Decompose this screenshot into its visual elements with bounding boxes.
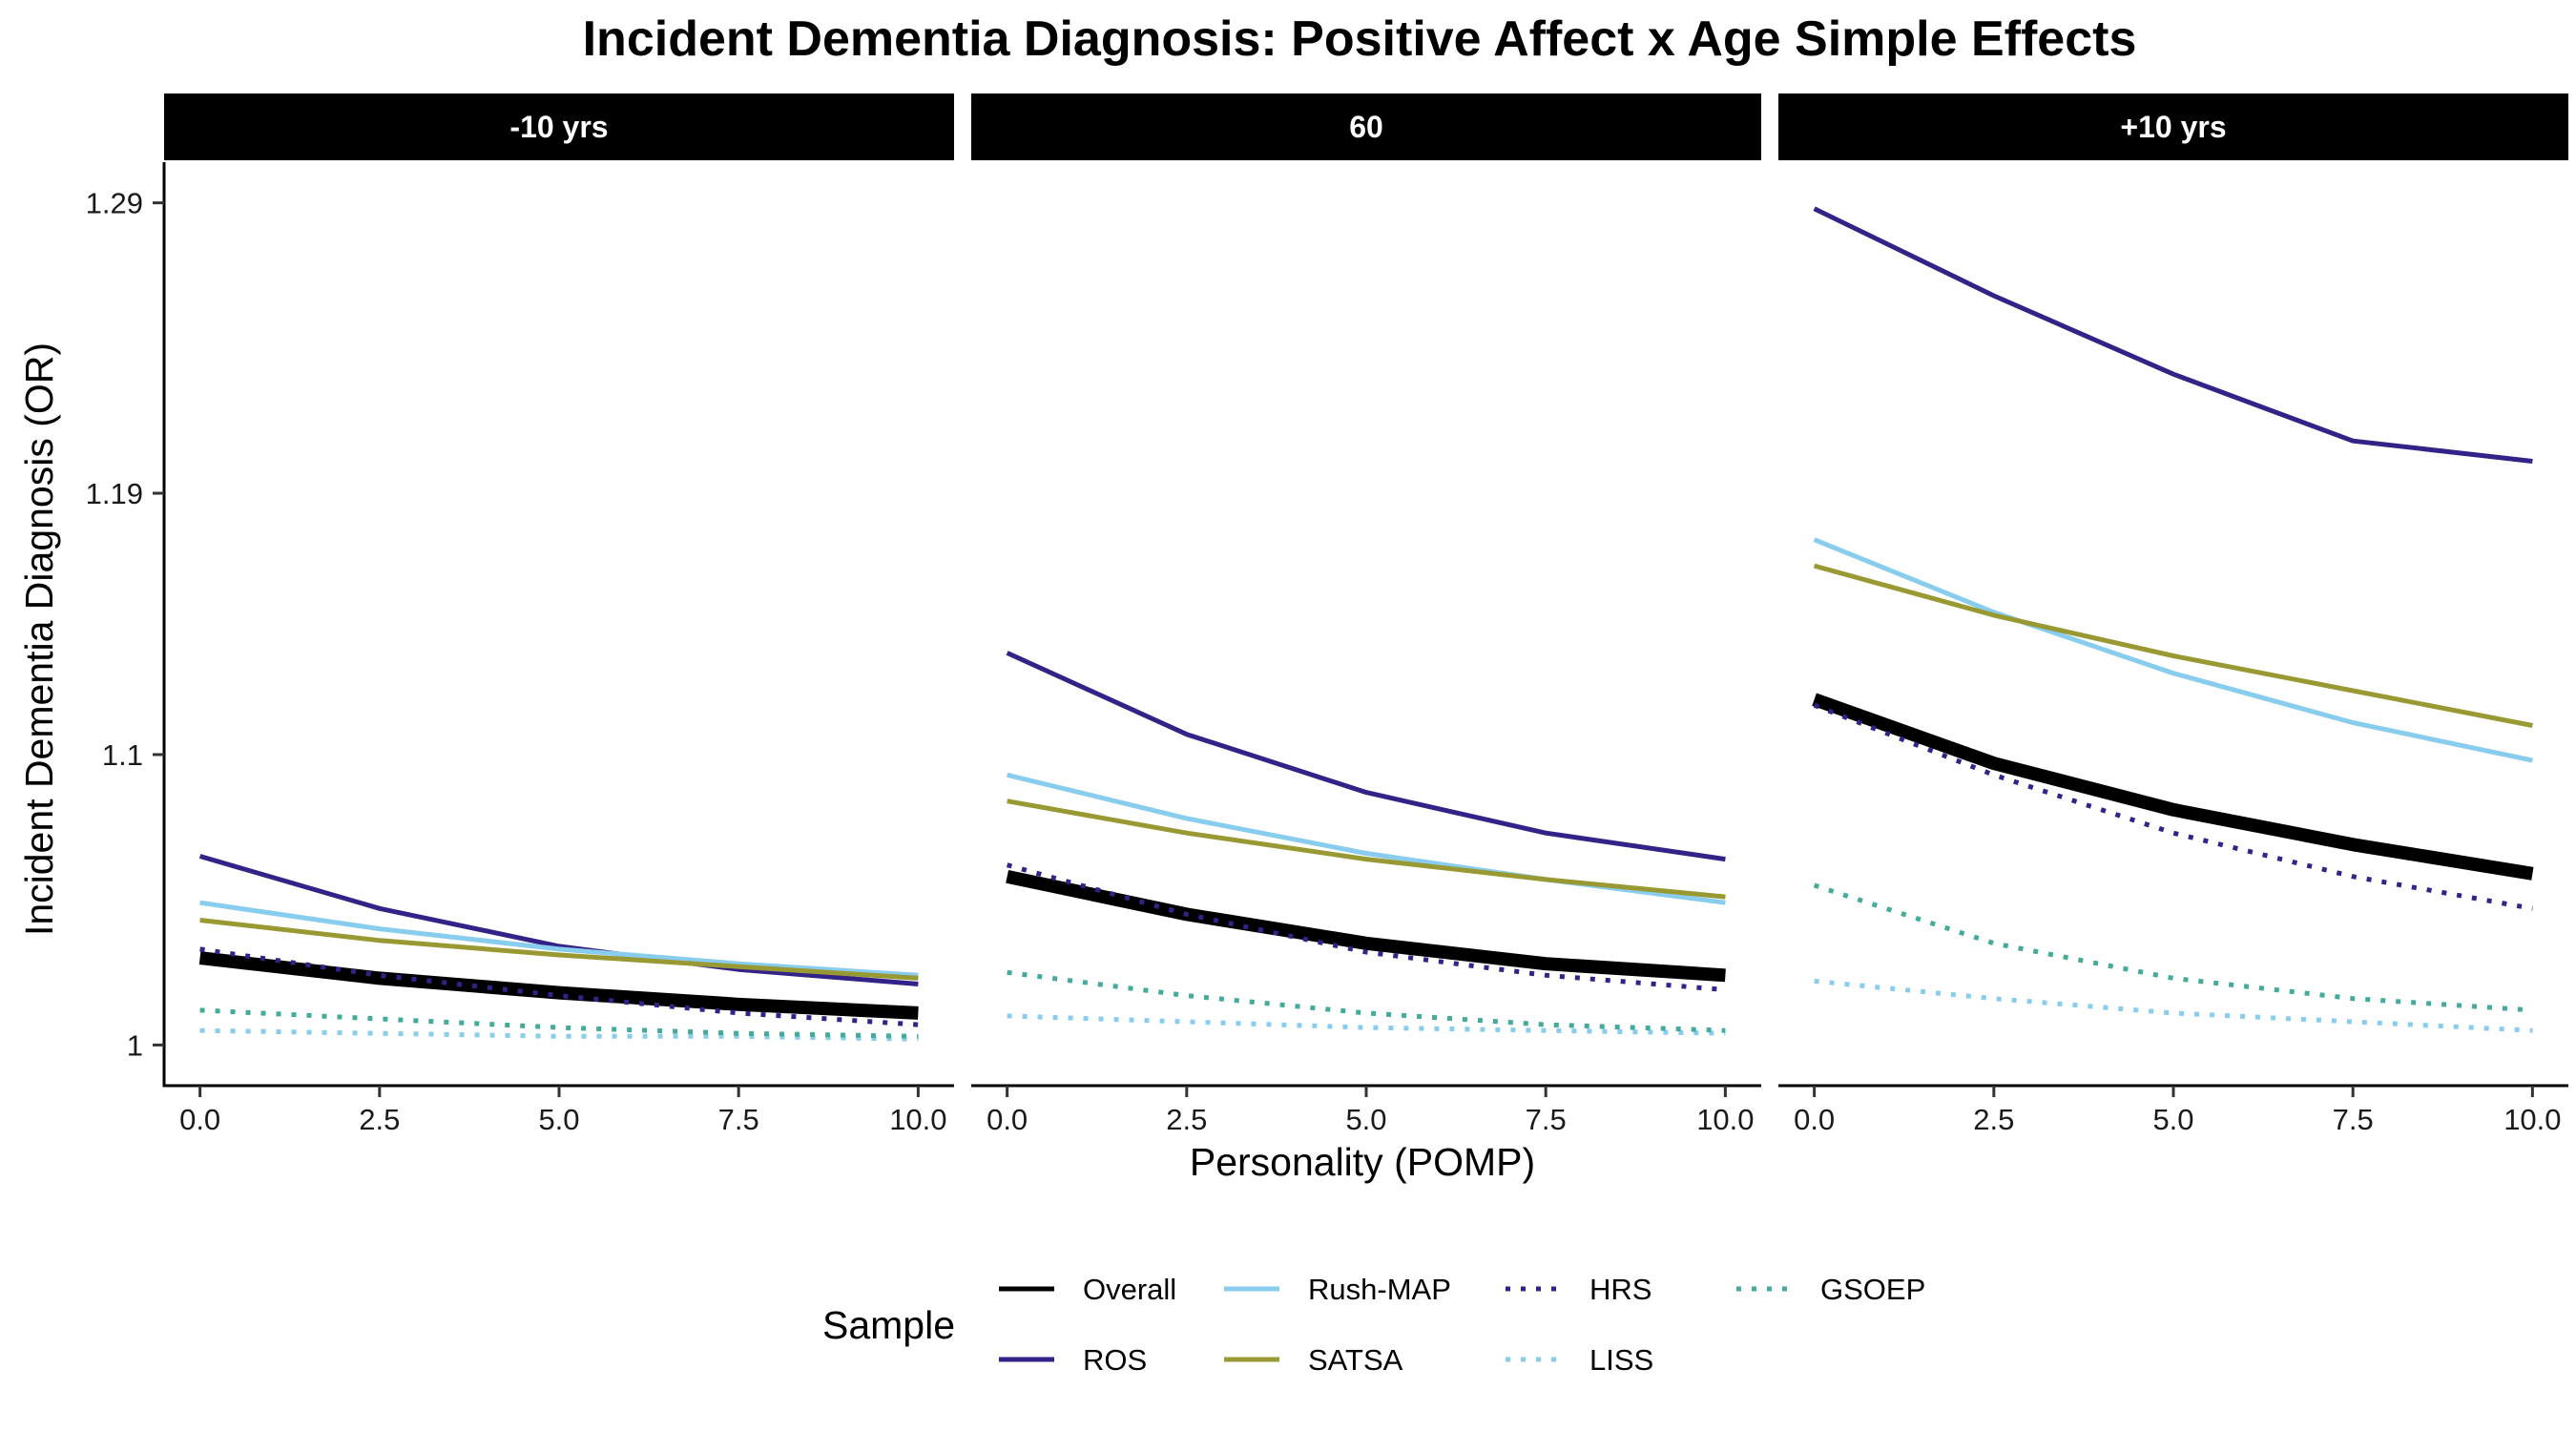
facet-strip-label: 60 — [1349, 110, 1383, 144]
legend-item-ros: ROS — [999, 1343, 1147, 1377]
legend-title: Sample — [822, 1303, 955, 1347]
series-line-liss — [199, 1027, 919, 1042]
x-tick-label: 7.5 — [718, 1103, 759, 1136]
x-tick-label: 7.5 — [1526, 1103, 1567, 1136]
series-line-overall — [1006, 869, 1726, 983]
x-tick-label: 10.0 — [2503, 1103, 2561, 1136]
series-line-rush-map — [1813, 537, 2533, 763]
legend-label: Rush-MAP — [1308, 1273, 1451, 1306]
facet-strip-label: -10 yrs — [509, 110, 608, 144]
panel-10-yrs: +10 yrs 0.0 2.5 5.0 7.5 10.0 — [1778, 93, 2568, 1136]
y-tick-label: 1 — [127, 1028, 143, 1062]
legend-item-overall: Overall — [999, 1273, 1176, 1306]
x-tick-label: 7.5 — [2333, 1103, 2374, 1136]
legend-label: SATSA — [1308, 1343, 1403, 1377]
series-line-ros — [1813, 206, 2533, 464]
facet-panels: -10 yrs 1 1.1 1.19 1.29 0.0 2.5 5.0 7.5 10.0 60 0.0… — [86, 93, 2568, 1136]
panel-10-yrs: -10 yrs 1 1.1 1.19 1.29 0.0 2.5 5.0 7.5 10.0 — [86, 93, 954, 1136]
x-tick-label: 2.5 — [1166, 1103, 1207, 1136]
series-line-gsoep — [1007, 969, 1726, 1033]
series-line-satsa — [199, 918, 919, 981]
chart-title: Incident Dementia Diagnosis: Positive Af… — [583, 11, 2137, 67]
series-line-overall — [198, 951, 919, 1020]
x-tick-label: 10.0 — [889, 1103, 946, 1136]
series-line-hrs — [1006, 862, 1726, 992]
legend-label: Overall — [1083, 1273, 1176, 1306]
series-line-gsoep — [1813, 882, 2533, 1013]
legend-item-liss: LISS — [1506, 1343, 1653, 1377]
y-tick-label: 1.19 — [86, 477, 143, 510]
legend-label: GSOEP — [1820, 1273, 1925, 1306]
y-tick-label: 1.1 — [102, 738, 143, 772]
legend-item-hrs: HRS — [1506, 1273, 1652, 1306]
series-line-ros — [1006, 651, 1726, 862]
series-line-gsoep — [199, 1007, 919, 1039]
facet-strip-label: +10 yrs — [2120, 110, 2226, 144]
x-tick-label: 0.0 — [179, 1103, 220, 1136]
x-tick-label: 0.0 — [1794, 1103, 1835, 1136]
legend: Sample Overall ROS Rush-MAP SATSA HRS LISS GSOE… — [822, 1273, 1925, 1377]
legend-item-rush-map: Rush-MAP — [1224, 1273, 1451, 1306]
series-line-ros — [198, 854, 919, 986]
legend-label: LISS — [1589, 1343, 1653, 1377]
facet-strip — [1778, 93, 2568, 160]
panel-60: 60 0.0 2.5 5.0 7.5 10.0 — [971, 93, 1761, 1136]
x-tick-label: 0.0 — [987, 1103, 1028, 1136]
legend-item-gsoep: GSOEP — [1736, 1273, 1925, 1306]
facet-strip — [971, 93, 1761, 160]
facet-strip — [164, 93, 954, 160]
series-line-liss — [1814, 978, 2533, 1033]
series-line-rush-map — [199, 900, 919, 978]
x-axis-title: Personality (POMP) — [1190, 1140, 1535, 1184]
x-tick-label: 5.0 — [1345, 1103, 1386, 1136]
series-line-liss — [1007, 1013, 1726, 1036]
x-tick-label: 5.0 — [538, 1103, 579, 1136]
legend-item-satsa: SATSA — [1224, 1343, 1403, 1377]
legend-label: ROS — [1083, 1343, 1147, 1377]
x-tick-label: 2.5 — [359, 1103, 400, 1136]
x-tick-label: 10.0 — [1696, 1103, 1754, 1136]
y-axis-title: Incident Dementia Diagnosis (OR) — [17, 342, 61, 936]
series-line-satsa — [1813, 563, 2533, 728]
y-tick-label: 1.29 — [86, 187, 143, 220]
series-line-overall — [1812, 693, 2534, 881]
x-tick-label: 2.5 — [1973, 1103, 2014, 1136]
series-line-hrs — [1813, 702, 2533, 911]
series-line-satsa — [1007, 798, 1726, 900]
legend-label: HRS — [1589, 1273, 1652, 1306]
x-tick-label: 5.0 — [2152, 1103, 2193, 1136]
